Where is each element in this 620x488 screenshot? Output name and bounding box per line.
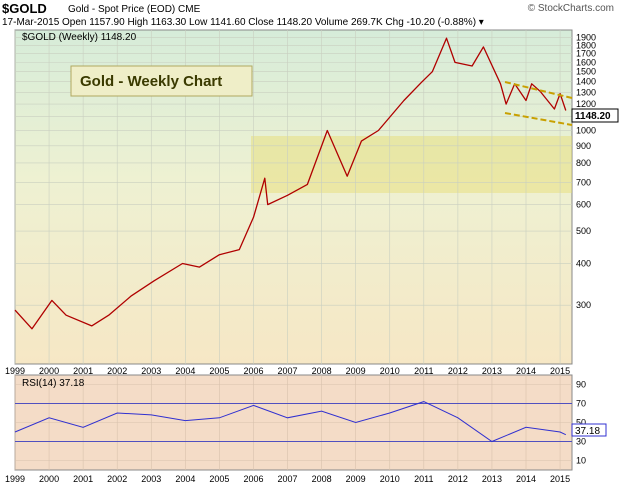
annotation-box [70,65,253,97]
last-price-label: 1148.20 [575,111,611,122]
x-tick-label: 2014 [516,366,536,376]
main-y-tick-label: 1900 [576,32,596,42]
main-y-tick-label: 1600 [576,57,596,67]
rsi-y-tick-label: 50 [576,418,586,428]
x-tick-label-rsi: 2002 [107,474,127,484]
copyright: © StockCharts.com [527,3,614,14]
x-tick-label: 2007 [278,366,298,376]
x-tick-label: 2002 [107,366,127,376]
x-tick-label-rsi: 2014 [516,474,536,484]
x-tick-label-rsi: 2013 [482,474,502,484]
x-tick-label: 2012 [448,366,468,376]
main-y-tick-label: 1700 [576,49,596,59]
rsi-last-box [571,423,607,437]
x-tick-label: 2010 [380,366,400,376]
support-zone [251,136,572,193]
x-tick-label: 2000 [39,366,59,376]
x-tick-label: 2003 [141,366,161,376]
rsi-legend: RSI(14) 37.18 [22,378,85,389]
channel-lower-line [504,112,573,126]
x-tick-label-rsi: 2003 [141,474,161,484]
ticker: $GOLD [2,1,47,16]
main-y-tick-label: 700 [576,177,591,187]
rsi-y-tick-label: 30 [576,437,586,447]
quote-line: 17-Mar-2015 Open 1157.90 High 1163.30 Lo… [2,17,484,28]
rsi-y-axis: 10 30 50 70 90 [576,380,586,466]
ticker-subtitle: Gold - Spot Price (EOD) CME [68,4,201,15]
x-tick-label: 2011 [414,366,433,376]
x-tick-label: 2015 [550,366,570,376]
x-tick-label: 2009 [346,366,366,376]
main-y-tick-label: 900 [576,141,591,151]
x-tick-label: 1999 [5,366,25,376]
x-tick-label-rsi: 2007 [278,474,298,484]
main-legend: $GOLD (Weekly) 1148.20 [22,32,137,43]
x-tick-label: 2006 [243,366,263,376]
x-axis-rsi: 1999 2000 2001 2002 2003 2004 2005 2006 2007 2008… [5,474,570,484]
x-tick-label-rsi: 2005 [209,474,229,484]
x-tick-label-rsi: 2000 [39,474,59,484]
rsi-y-tick-label: 10 [576,456,586,466]
main-y-tick-label: 1200 [576,99,596,109]
rsi-line [14,401,567,443]
x-tick-label: 2008 [312,366,332,376]
main-y-tick-label: 400 [576,258,591,268]
last-price-box [571,108,619,123]
x-axis-main: 1999 2000 2001 2002 2003 2004 2005 2006 2007 2008… [5,366,570,376]
x-tick-label-rsi: 2009 [346,474,366,484]
rsi-panel: 10 30 50 70 90 RSI(14) 37.18 37.18 [14,374,607,471]
rsi-grid [14,375,572,470]
main-y-tick-label: 1300 [576,87,596,97]
main-y-tick-label: 300 [576,300,591,310]
x-tick-label: 2001 [73,366,93,376]
main-y-tick-label: 600 [576,200,591,210]
rsi-y-tick-label: 70 [576,399,586,409]
x-tick-label-rsi: 2004 [175,474,195,484]
main-y-tick-label: 1400 [576,77,596,87]
x-tick-label-rsi: 2010 [380,474,400,484]
x-tick-label-rsi: 2012 [448,474,468,484]
channel-upper-line [504,81,573,99]
x-tick-label-rsi: 2015 [550,474,570,484]
main-panel: 3004005006007008009001000110012001300140… [14,29,619,365]
x-tick-label-rsi: 2011 [414,474,433,484]
main-grid [14,30,572,364]
annotation-text: Gold - Weekly Chart [80,73,222,90]
x-tick-label: 2005 [209,366,229,376]
main-y-tick-label: 1000 [576,126,596,136]
main-y-tick-label: 800 [576,158,591,168]
main-y-tick-label: 1800 [576,40,596,50]
x-tick-label-rsi: 1999 [5,474,25,484]
x-tick-label-rsi: 2008 [312,474,332,484]
x-tick-label-rsi: 2001 [73,474,93,484]
main-y-axis: 3004005006007008009001000110012001300140… [576,32,596,310]
rsi-last-label: 37.18 [575,426,600,437]
main-y-tick-label: 1500 [576,67,596,77]
main-y-tick-label: 500 [576,226,591,236]
x-tick-label: 2004 [175,366,195,376]
x-tick-label-rsi: 2006 [243,474,263,484]
rsi-y-tick-label: 90 [576,380,586,390]
x-tick-label: 2013 [482,366,502,376]
